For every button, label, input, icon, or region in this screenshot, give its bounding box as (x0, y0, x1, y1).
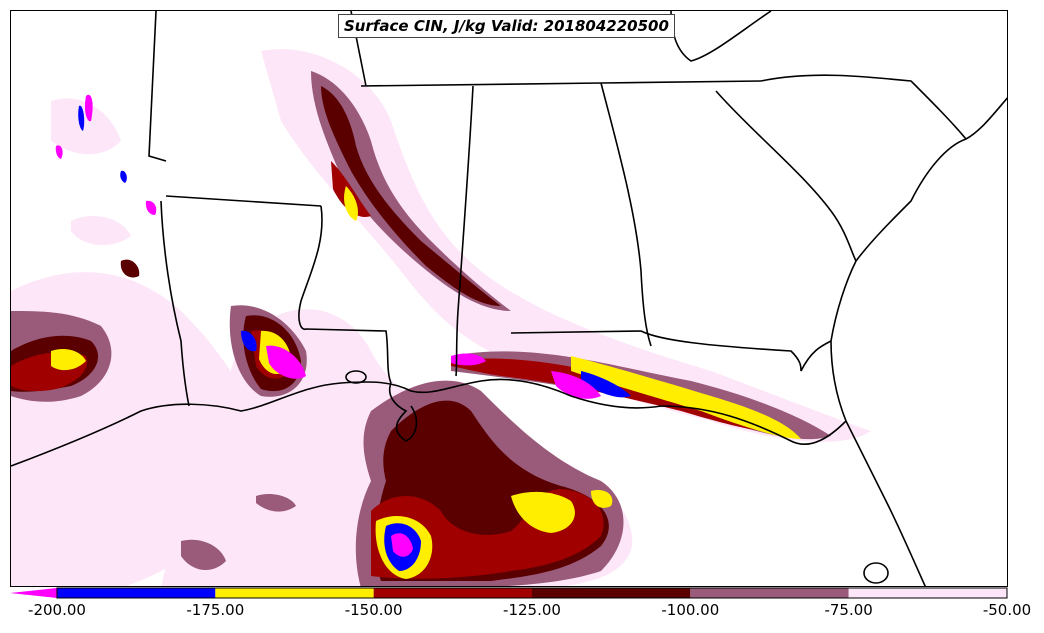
state-border-ar-la (165, 195, 322, 207)
cin-band-magenta (145, 200, 157, 215)
atlantic-coastline (830, 97, 1007, 422)
colorbar-segment (532, 588, 691, 598)
map-panel (10, 10, 1008, 587)
cin-band-yellow (51, 349, 86, 371)
state-border-tx-la (160, 200, 190, 407)
colorbar-segments (57, 588, 1007, 598)
cin-shading (11, 49, 871, 586)
colorbar-tick-label: -125.00 (503, 601, 561, 619)
cin-band-blue (78, 105, 85, 131)
state-border-al-ga (600, 82, 652, 347)
colorbar-segment (690, 588, 849, 598)
cin-band-red (331, 161, 371, 217)
colorbar-tick-label: -75.00 (824, 601, 873, 619)
cin-band-magenta (266, 345, 306, 379)
cin-band-blue (120, 170, 127, 183)
colorbar-segment (373, 588, 532, 598)
cin-band-darkred (321, 86, 501, 306)
state-border-tn-ky (670, 11, 772, 62)
map-title: Surface CIN, J/kg Valid: 201804220500 (338, 14, 675, 38)
cin-band-magenta (391, 533, 413, 557)
state-border-tn (360, 80, 762, 87)
cin-band-magenta (55, 145, 63, 159)
colorbar (10, 587, 1008, 599)
lake-okeechobee (863, 562, 889, 584)
cin-band-blue (581, 371, 631, 398)
boundaries (11, 11, 1007, 586)
colorbar-tick-label: -200.00 (28, 601, 86, 619)
cin-map (11, 11, 1007, 586)
cin-band-light (51, 98, 121, 155)
la-delta (388, 382, 418, 442)
cin-band-yellow (511, 491, 575, 533)
cin-band-yellow (591, 490, 613, 508)
cin-band-mauve (311, 71, 511, 311)
cin-band-yellow (571, 356, 801, 439)
cin-band-mauve (181, 539, 226, 571)
colorbar-segment (215, 588, 374, 598)
cin-band-yellow (344, 186, 358, 221)
colorbar-tick-label: -150.00 (344, 601, 403, 619)
colorbar-segment (848, 588, 1007, 598)
cin-band-light (71, 216, 131, 246)
state-border-ms-la (298, 205, 392, 384)
colorbar-tick-label: -100.00 (661, 601, 720, 619)
cin-band-mauve (256, 494, 296, 512)
state-border-ms-al (455, 85, 474, 377)
state-border-nc-sc (760, 74, 967, 140)
colorbar-tick-label: -50.00 (982, 601, 1032, 619)
state-border-ar-ok (148, 11, 167, 162)
colorbar-outline (56, 587, 1008, 599)
gulf-coastline (11, 378, 926, 586)
cin-band-magenta (551, 371, 601, 399)
cin-band-blue (241, 330, 257, 352)
state-border-ga-sc (715, 90, 857, 262)
lake-pontchartrain (345, 370, 367, 384)
cin-band-darkred (120, 259, 140, 278)
colorbar-tick-label: -175.00 (186, 601, 245, 619)
colorbar-segment (57, 588, 216, 598)
cin-band-magenta (84, 94, 93, 122)
state-border-fl-north (510, 330, 832, 372)
colorbar-extend-min (10, 588, 57, 598)
cin-band-magenta (451, 353, 486, 366)
